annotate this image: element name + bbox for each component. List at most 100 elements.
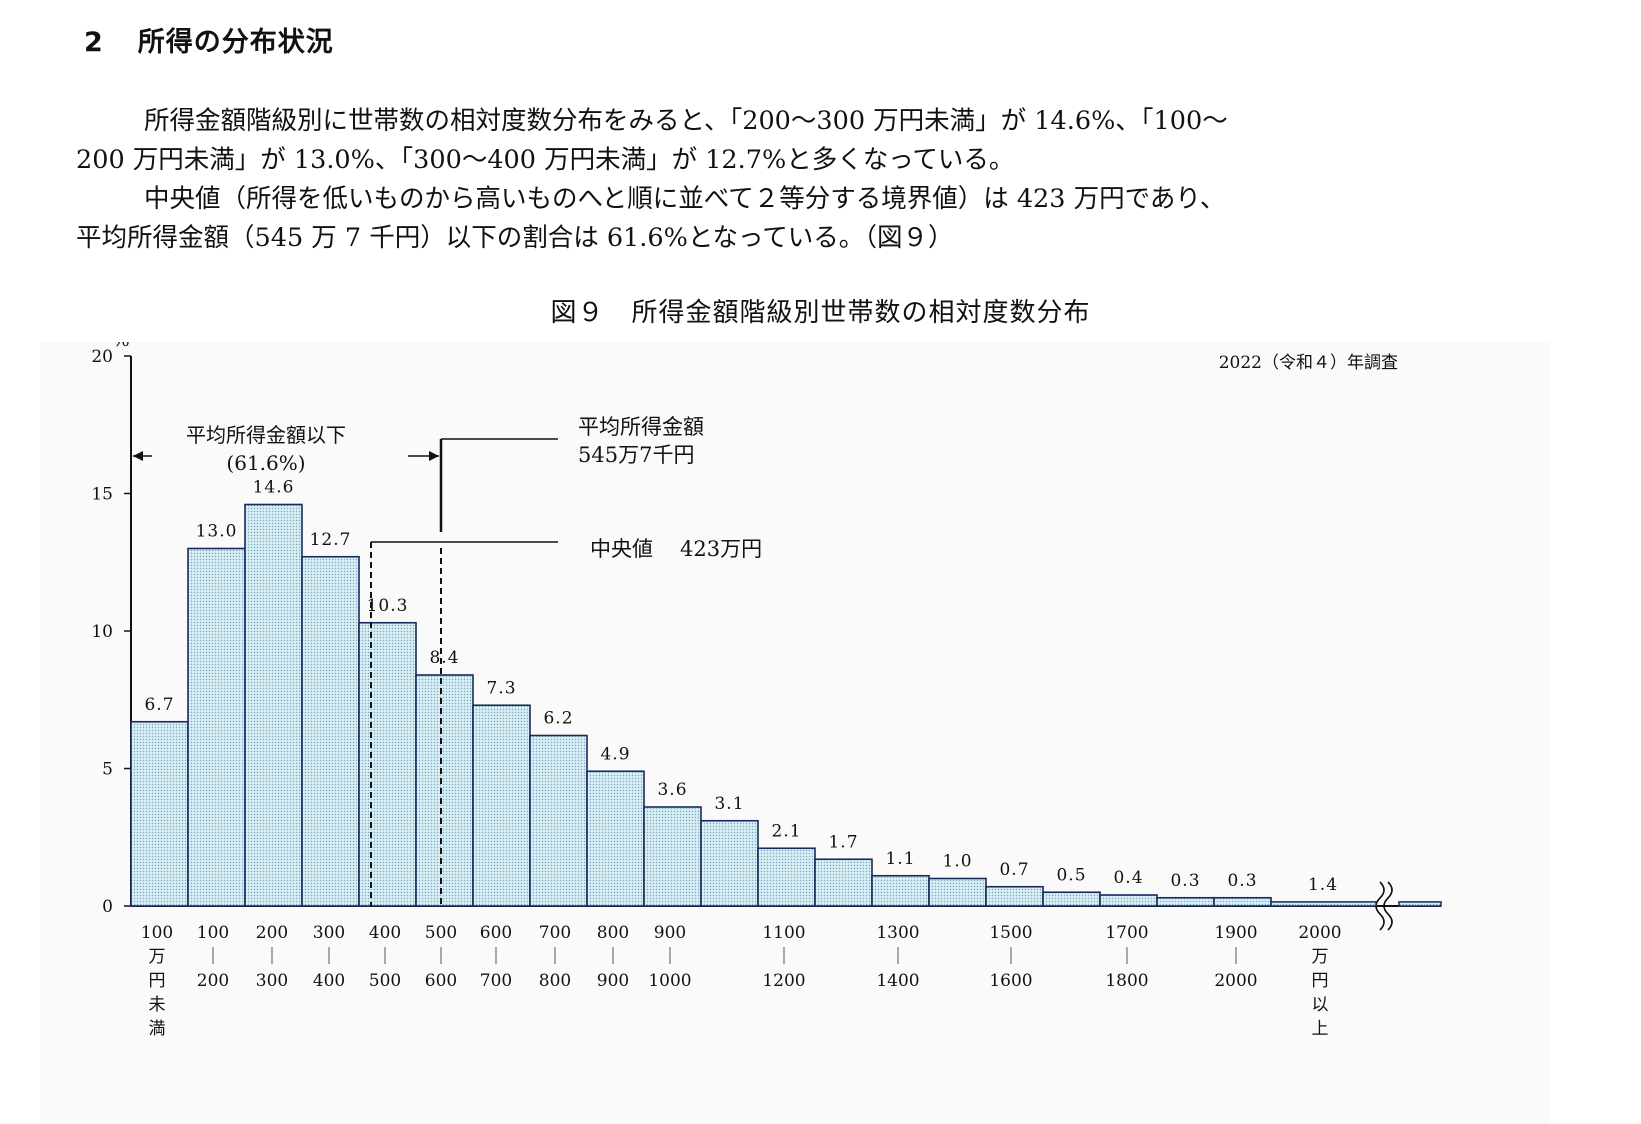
x-category-text: 300 bbox=[313, 923, 345, 943]
x-category-text: ｜ bbox=[433, 947, 450, 967]
x-category-label: 900 ｜ 1000 bbox=[648, 923, 691, 991]
bar bbox=[1270, 901, 1377, 907]
x-category-text: 900 bbox=[597, 971, 629, 991]
x-category-text: 200 bbox=[256, 923, 288, 943]
bar bbox=[358, 621, 417, 907]
bar-value-label: 1.4 bbox=[1308, 875, 1338, 895]
mean-label: 平均所得金額 bbox=[578, 415, 704, 439]
paragraph-2-line-1: 中央値（所得を低いものから高いものへと順に並べて２等分する境界値）は 423 万… bbox=[144, 184, 1226, 214]
x-category-text: 1900 bbox=[1214, 923, 1257, 943]
median-label: 中央値 bbox=[590, 537, 653, 561]
x-category-text: ｜ bbox=[1119, 947, 1136, 967]
bar bbox=[871, 874, 930, 907]
bar-value-label: 0.7 bbox=[999, 860, 1029, 880]
x-category-text: ｜ bbox=[1003, 947, 1020, 967]
bar-value-label: 0.4 bbox=[1113, 868, 1143, 888]
bar bbox=[985, 885, 1044, 907]
x-category-text: 800 bbox=[539, 971, 571, 991]
x-category-text: ｜ bbox=[890, 947, 907, 967]
x-category-text: 500 bbox=[369, 971, 401, 991]
x-category-label: 600 ｜ 700 bbox=[480, 923, 512, 991]
x-category-text: ｜ bbox=[776, 947, 793, 967]
x-category-label: 700 ｜ 800 bbox=[539, 923, 571, 991]
x-category-text: 700 bbox=[539, 923, 571, 943]
bar-value-label: 14.6 bbox=[253, 478, 295, 498]
paragraph-2-line-2: 平均所得金額（545 万 7 千円）以下の割合は 61.6%となっている。（図９… bbox=[76, 223, 954, 253]
bar-value-label: 4.9 bbox=[600, 744, 630, 764]
bar bbox=[244, 503, 303, 907]
x-category-text: 1000 bbox=[648, 971, 691, 991]
bar bbox=[1213, 896, 1272, 907]
paragraph-1: 所得金額階級別に世帯数の相対度数分布をみると、「200～300 万円未満」が 1… bbox=[76, 102, 1570, 180]
x-category-text: 満 bbox=[149, 1019, 166, 1039]
x-category-text: ｜ bbox=[321, 947, 338, 967]
section-title: 所得の分布状況 bbox=[137, 27, 334, 58]
x-category-text: 上 bbox=[1312, 1019, 1329, 1039]
y-tick-label: 20 bbox=[91, 347, 113, 367]
survey-note: 2022（令和４）年調査 bbox=[1219, 353, 1398, 373]
x-category-text: 100 bbox=[141, 923, 173, 943]
x-category-text: 以 bbox=[1312, 995, 1329, 1015]
x-category-label: 100 万円未満 bbox=[141, 923, 173, 1039]
bar bbox=[814, 858, 873, 907]
below-mean-arrow-right-head bbox=[429, 451, 439, 461]
below-mean-label: 平均所得金額以下 bbox=[186, 423, 346, 447]
bar bbox=[472, 704, 531, 907]
x-category-text: ｜ bbox=[205, 947, 222, 967]
bar bbox=[643, 806, 702, 907]
x-category-text: 2000 bbox=[1214, 971, 1257, 991]
bar bbox=[586, 770, 645, 907]
y-tick-label: 10 bbox=[91, 622, 113, 642]
x-category-label: 300 ｜ 400 bbox=[313, 923, 345, 991]
bar bbox=[187, 547, 246, 907]
bar-value-label: 1.1 bbox=[885, 849, 915, 869]
x-category-text: ｜ bbox=[488, 947, 505, 967]
bar-value-label: 0.3 bbox=[1170, 871, 1200, 891]
x-category-text: 1600 bbox=[989, 971, 1032, 991]
x-category-text: 900 bbox=[654, 923, 686, 943]
x-category-text: 400 bbox=[313, 971, 345, 991]
bar bbox=[928, 877, 987, 907]
bar-value-label: 8.4 bbox=[429, 648, 459, 668]
x-category-text: 300 bbox=[256, 971, 288, 991]
bar bbox=[301, 555, 360, 907]
x-category-label: 800 ｜ 900 bbox=[597, 923, 629, 991]
x-category-label: 1700 ｜ 1800 bbox=[1105, 923, 1148, 991]
paragraph-2: 中央値（所得を低いものから高いものへと順に並べて２等分する境界値）は 423 万… bbox=[76, 180, 1570, 258]
x-category-text: ｜ bbox=[547, 947, 564, 967]
x-category-label: 500 ｜ 600 bbox=[425, 923, 457, 991]
bar bbox=[529, 734, 588, 907]
x-category-label: 400 ｜ 500 bbox=[369, 923, 401, 991]
bar bbox=[130, 720, 189, 907]
x-category-text: 1800 bbox=[1105, 971, 1148, 991]
bar-value-label: 10.3 bbox=[367, 596, 409, 616]
bar-value-label: 6.2 bbox=[543, 709, 573, 729]
x-category-text: 200 bbox=[197, 971, 229, 991]
histogram-chart: 0 5 10 15 20% 2022（令和４）年調査 6.7 13.0 14.6 12.7 10.… bbox=[91, 342, 1442, 1039]
x-category-text: 800 bbox=[597, 923, 629, 943]
median-value-label: 423万円 bbox=[680, 537, 762, 561]
x-category-text: 1100 bbox=[762, 923, 805, 943]
x-category-text: 600 bbox=[425, 971, 457, 991]
bar-value-label: 6.7 bbox=[144, 695, 174, 715]
chart-panel: 0 5 10 15 20% 2022（令和４）年調査 6.7 13.0 14.6 12.7 10.… bbox=[40, 342, 1550, 1124]
x-category-label: 200 ｜ 300 bbox=[256, 923, 288, 991]
bar bbox=[1099, 894, 1158, 907]
x-category-text: ｜ bbox=[662, 947, 679, 967]
bar-value-label: 13.0 bbox=[196, 522, 238, 542]
x-category-text: 400 bbox=[369, 923, 401, 943]
y-tick-label: 15 bbox=[91, 485, 113, 505]
x-category-label: 1100 ｜ 1200 bbox=[762, 923, 805, 991]
x-category-text: 1300 bbox=[876, 923, 919, 943]
axis-break-right bbox=[1383, 881, 1393, 931]
x-category-text: 未 bbox=[149, 995, 166, 1015]
bar-value-label: 2.1 bbox=[771, 821, 801, 841]
x-category-text: 700 bbox=[480, 971, 512, 991]
x-category-text: 1400 bbox=[876, 971, 919, 991]
bar-value-label: 1.7 bbox=[828, 832, 858, 852]
below-mean-share-label: (61.6%) bbox=[226, 451, 305, 475]
below-mean-arrow-left-head bbox=[133, 451, 143, 461]
bar-value-label: 1.0 bbox=[942, 852, 972, 872]
x-category-text: 500 bbox=[425, 923, 457, 943]
x-category-label: 100 ｜ 200 bbox=[197, 923, 229, 991]
